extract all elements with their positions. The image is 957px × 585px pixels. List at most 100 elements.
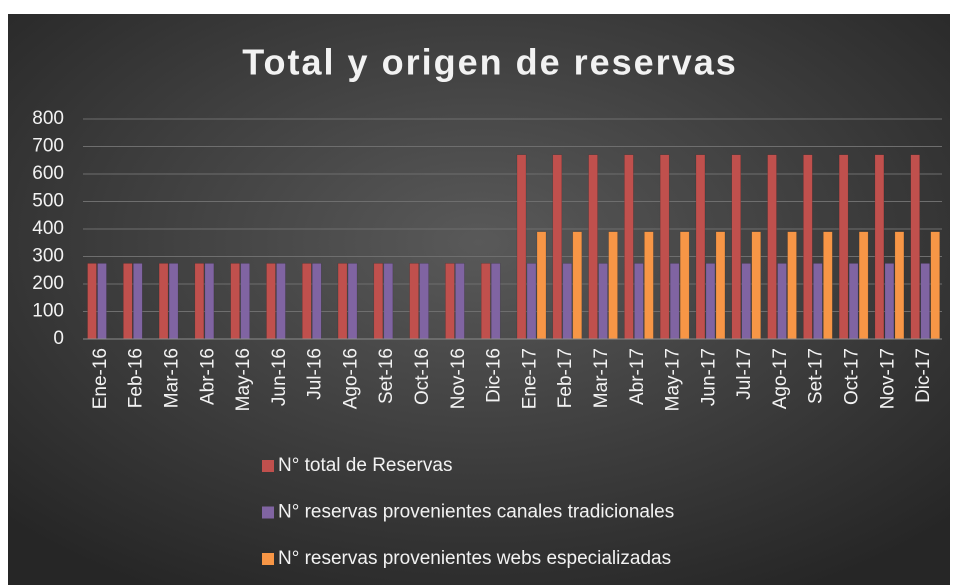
bar — [455, 263, 465, 340]
legend-swatch — [262, 460, 274, 472]
legend-label: N° reservas provenientes canales tradici… — [278, 502, 674, 523]
x-tick-label: Dic-17 — [913, 348, 934, 403]
x-tick-label: Jul-16 — [305, 348, 326, 400]
bar — [787, 231, 797, 340]
bar — [813, 263, 823, 340]
bar — [266, 263, 276, 340]
bar — [409, 263, 419, 340]
bar — [823, 231, 833, 340]
bar — [123, 263, 133, 340]
bar — [133, 263, 143, 340]
bar — [230, 263, 240, 340]
bar — [624, 154, 634, 340]
y-tick-label: 400 — [32, 218, 64, 239]
bar — [337, 263, 348, 340]
x-tick-label: Jun-17 — [698, 348, 719, 406]
bar — [731, 154, 741, 340]
bar — [874, 154, 885, 340]
x-tick-label: Oct-17 — [842, 348, 863, 405]
bar — [634, 263, 644, 340]
x-tick-label: Feb-17 — [555, 348, 576, 408]
bar — [920, 263, 930, 340]
bar — [419, 263, 429, 340]
legend-swatch — [262, 506, 274, 519]
bar — [598, 263, 608, 340]
bar — [669, 263, 680, 340]
bar — [894, 231, 905, 340]
bar — [302, 263, 312, 340]
x-tick-label: May-17 — [663, 348, 684, 411]
bar — [240, 263, 250, 340]
x-tick-label: Abr-17 — [627, 348, 648, 405]
bar — [767, 154, 777, 340]
x-tick-label: Jun-16 — [269, 348, 290, 406]
bar — [516, 154, 527, 340]
bar — [536, 231, 547, 340]
bar — [803, 154, 813, 340]
x-tick-label: Feb-16 — [126, 348, 147, 408]
bar — [562, 263, 573, 340]
bar — [777, 263, 787, 340]
bar — [480, 263, 491, 340]
chart-title: Total y origen de reservas — [242, 42, 738, 83]
x-tick-label: Ene-17 — [519, 348, 540, 409]
bar — [572, 231, 583, 340]
bar — [194, 263, 205, 340]
y-tick-label: 800 — [32, 108, 64, 129]
x-tick-label: Mar-16 — [161, 348, 182, 408]
bar — [644, 231, 654, 340]
x-tick-label: Ene-16 — [90, 348, 111, 409]
y-tick-label: 200 — [32, 273, 64, 294]
x-tick-label: Jul-17 — [734, 348, 755, 400]
bar — [695, 154, 706, 340]
legend-label: N° total de Reservas — [278, 455, 452, 476]
bar — [168, 263, 179, 340]
bar — [276, 263, 286, 340]
y-tick-label: 0 — [53, 328, 64, 349]
legend-label: N° reservas provenientes webs especializ… — [278, 548, 671, 569]
bar — [347, 263, 358, 340]
bar — [659, 154, 670, 340]
x-tick-label: Ago-17 — [770, 348, 791, 409]
bar — [383, 263, 394, 340]
y-tick-label: 300 — [32, 246, 64, 267]
bar — [204, 263, 215, 340]
bar — [715, 231, 726, 340]
bar — [552, 154, 563, 340]
bar — [838, 154, 849, 340]
bar — [87, 263, 97, 340]
y-tick-label: 100 — [32, 301, 64, 322]
x-tick-label: Dic-16 — [484, 348, 505, 403]
bar — [158, 263, 169, 340]
x-tick-label: Set-17 — [806, 348, 827, 404]
x-tick-label: Mar-17 — [591, 348, 612, 408]
bar — [884, 263, 895, 340]
bar — [741, 263, 751, 340]
x-tick-label: Ago-16 — [340, 348, 361, 409]
bar — [858, 231, 869, 340]
bar — [97, 263, 107, 340]
x-tick-label: Oct-16 — [412, 348, 433, 405]
x-tick-label: Nov-17 — [877, 348, 898, 409]
bar — [490, 263, 501, 340]
bar — [751, 231, 761, 340]
y-tick-label: 600 — [32, 163, 64, 184]
bar — [588, 154, 598, 340]
x-tick-label: Set-16 — [376, 348, 397, 404]
x-tick-label: Abr-16 — [197, 348, 218, 405]
bar — [312, 263, 322, 340]
bar — [608, 231, 618, 340]
legend-swatch — [262, 553, 274, 565]
x-tick-label: May-16 — [233, 348, 254, 411]
bar — [445, 263, 455, 340]
bar — [373, 263, 384, 340]
x-tick-label: Nov-16 — [448, 348, 469, 409]
bar — [679, 231, 690, 340]
y-tick-label: 700 — [32, 136, 64, 157]
bar — [848, 263, 859, 340]
bar — [910, 154, 920, 340]
bar — [526, 263, 537, 340]
bar — [930, 231, 940, 340]
y-tick-label: 500 — [32, 191, 64, 212]
